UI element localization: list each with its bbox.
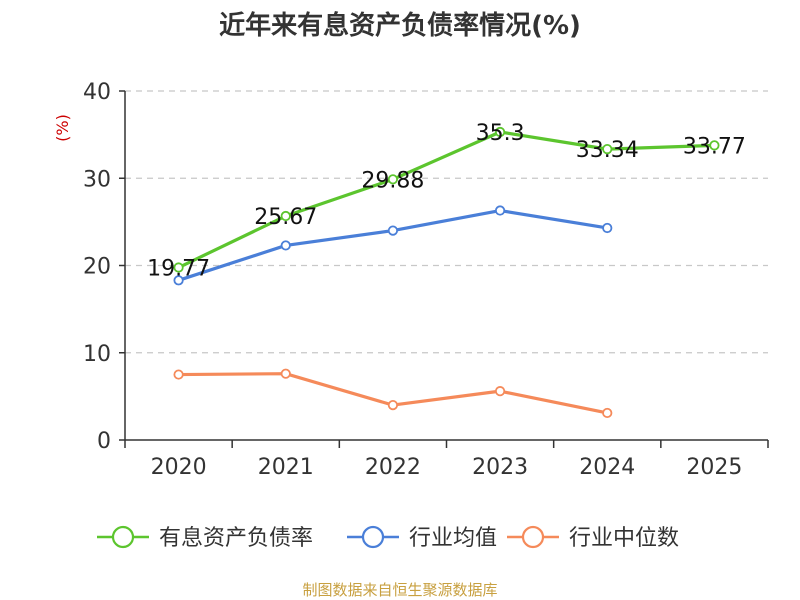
data-label-2020: 19.77	[147, 257, 210, 282]
data-point-1-2021	[280, 210, 291, 222]
data-point-1-2022	[387, 174, 399, 185]
legend: 有息资产负债率 行业均值 行业中位数	[97, 525, 679, 551]
legend-label-1: 有息资产负债率	[159, 526, 313, 551]
legend-item-3: 行业中位数	[507, 525, 679, 551]
data-label-2025: 33.77	[683, 134, 746, 159]
data-point-1-2020	[173, 262, 184, 273]
y-tick-label-40: 40	[83, 80, 111, 105]
data-point-2-2023	[494, 205, 506, 216]
legend-item-1: 有息资产负债率	[97, 525, 313, 551]
series-3	[173, 368, 613, 419]
data-point-3-2024	[602, 407, 613, 419]
data-label-2022: 29.88	[361, 168, 424, 193]
chart-title: 近年来有息资产负债率情况(%)	[219, 10, 581, 41]
data-source-note: 制图数据来自恒生聚源数据库	[302, 581, 497, 599]
x-tick-label-2020: 2020	[151, 455, 207, 480]
data-label-2023: 35.3	[476, 121, 525, 146]
legend-marker-1	[111, 525, 135, 549]
data-point-3-2020	[173, 369, 184, 380]
y-tick-label-30: 30	[83, 167, 111, 192]
data-point-1-2024	[602, 144, 613, 155]
x-tick-label-2021: 2021	[258, 455, 314, 480]
legend-marker-2	[361, 525, 385, 549]
series-line-2	[178, 208, 608, 282]
data-point-2-2020	[173, 275, 184, 286]
x-tick-label-2023: 2023	[472, 455, 528, 480]
y-tick-label-20: 20	[83, 255, 111, 280]
series	[173, 126, 720, 419]
series-1	[173, 126, 720, 273]
legend-item-2: 行业均值	[347, 525, 497, 551]
series-2	[173, 205, 613, 286]
grid-lines	[125, 90, 768, 354]
x-tick-label-2025: 2025	[686, 455, 742, 480]
data-point-2-2024	[602, 222, 613, 234]
data-point-1-2023	[494, 126, 506, 138]
data-point-3-2022	[387, 399, 399, 411]
axes: 0 10 20 30 40 2020 2021 2022 2023 2024 2025	[83, 80, 769, 480]
legend-label-2: 行业均值	[409, 526, 497, 551]
data-labels: 19.77 25.67 29.88 35.3 33.34 33.77	[147, 121, 746, 281]
data-point-2-2022	[387, 225, 399, 236]
data-point-1-2025	[709, 140, 720, 151]
data-point-3-2021	[280, 368, 291, 379]
y-tick-label-10: 10	[83, 342, 111, 367]
series-line-1	[177, 130, 715, 269]
x-tick-label-2024: 2024	[579, 455, 635, 480]
y-axis-unit: (%)	[53, 114, 72, 142]
x-tick-label-2022: 2022	[365, 455, 421, 480]
data-label-2024: 33.34	[576, 138, 639, 163]
legend-marker-3	[521, 525, 545, 549]
data-point-2-2021	[280, 240, 291, 251]
y-tick-label-0: 0	[97, 429, 111, 454]
legend-label-3: 行业中位数	[569, 526, 679, 551]
data-point-3-2023	[494, 386, 506, 397]
data-label-2021: 25.67	[254, 205, 317, 230]
